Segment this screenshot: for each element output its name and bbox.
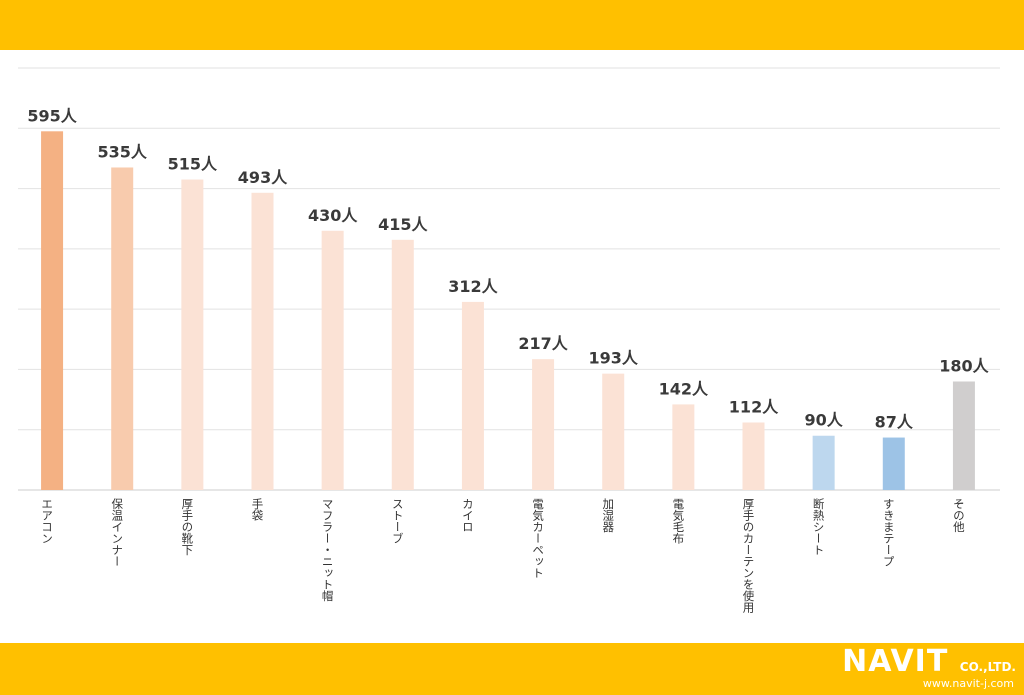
bar-5 bbox=[321, 230, 344, 490]
category-label-9: 加湿器 bbox=[601, 498, 615, 533]
category-label-2: 保温インナー bbox=[110, 497, 124, 567]
data-label-12: 90人 bbox=[805, 411, 844, 430]
data-label-10: 142人 bbox=[659, 379, 709, 398]
category-label-4: 手袋 bbox=[251, 497, 265, 521]
category-label-3: 厚手の靴下 bbox=[180, 498, 194, 556]
data-label-1: 595人 bbox=[27, 106, 77, 125]
bar-1 bbox=[41, 131, 64, 491]
data-label-13: 87人 bbox=[875, 413, 914, 432]
category-label-10: 電気毛布 bbox=[671, 498, 685, 545]
bar-7 bbox=[461, 301, 484, 490]
data-label-11: 112人 bbox=[729, 397, 779, 416]
category-label-14: その他 bbox=[952, 498, 966, 533]
category-label-8: 電気カーペット bbox=[531, 498, 545, 579]
category-label-5: マフラー・ニット帽 bbox=[321, 498, 335, 602]
bar-12 bbox=[812, 435, 835, 490]
bar-13 bbox=[882, 437, 905, 490]
navit-logo: NAVIT CO.,LTD. www.navit-j.com bbox=[836, 646, 1016, 692]
data-label-4: 493人 bbox=[238, 168, 288, 187]
bar-9 bbox=[602, 373, 625, 490]
data-label-8: 217人 bbox=[518, 334, 568, 353]
logo-suffix: CO.,LTD. bbox=[959, 660, 1016, 674]
data-label-9: 193人 bbox=[589, 349, 639, 368]
data-label-7: 312人 bbox=[448, 277, 498, 296]
logo-text: NAVIT bbox=[842, 644, 949, 679]
bar-3 bbox=[181, 179, 204, 490]
bar-6 bbox=[391, 239, 414, 490]
category-label-13: すきまテープ bbox=[882, 498, 896, 567]
top-band bbox=[0, 0, 1024, 50]
bar-4 bbox=[251, 192, 274, 490]
data-label-3: 515人 bbox=[168, 155, 218, 174]
category-label-11: 厚手のカーテンを使用 bbox=[742, 498, 756, 614]
category-label-1: エアコン bbox=[40, 498, 54, 544]
bar-10 bbox=[672, 404, 695, 490]
data-label-2: 535人 bbox=[98, 142, 148, 161]
data-label-14: 180人 bbox=[939, 356, 989, 375]
bottom-band bbox=[0, 643, 1024, 695]
data-label-5: 430人 bbox=[308, 206, 358, 225]
bar-14 bbox=[952, 381, 975, 490]
bar-8 bbox=[532, 359, 555, 490]
bar-11 bbox=[742, 422, 765, 490]
category-label-7: カイロ bbox=[461, 498, 475, 533]
data-label-6: 415人 bbox=[378, 215, 428, 234]
logo-url: www.navit-j.com bbox=[922, 677, 1014, 690]
category-label-12: 断熱シート bbox=[812, 497, 826, 555]
category-label-6: ストーブ bbox=[391, 498, 405, 544]
bar-2 bbox=[111, 167, 134, 490]
